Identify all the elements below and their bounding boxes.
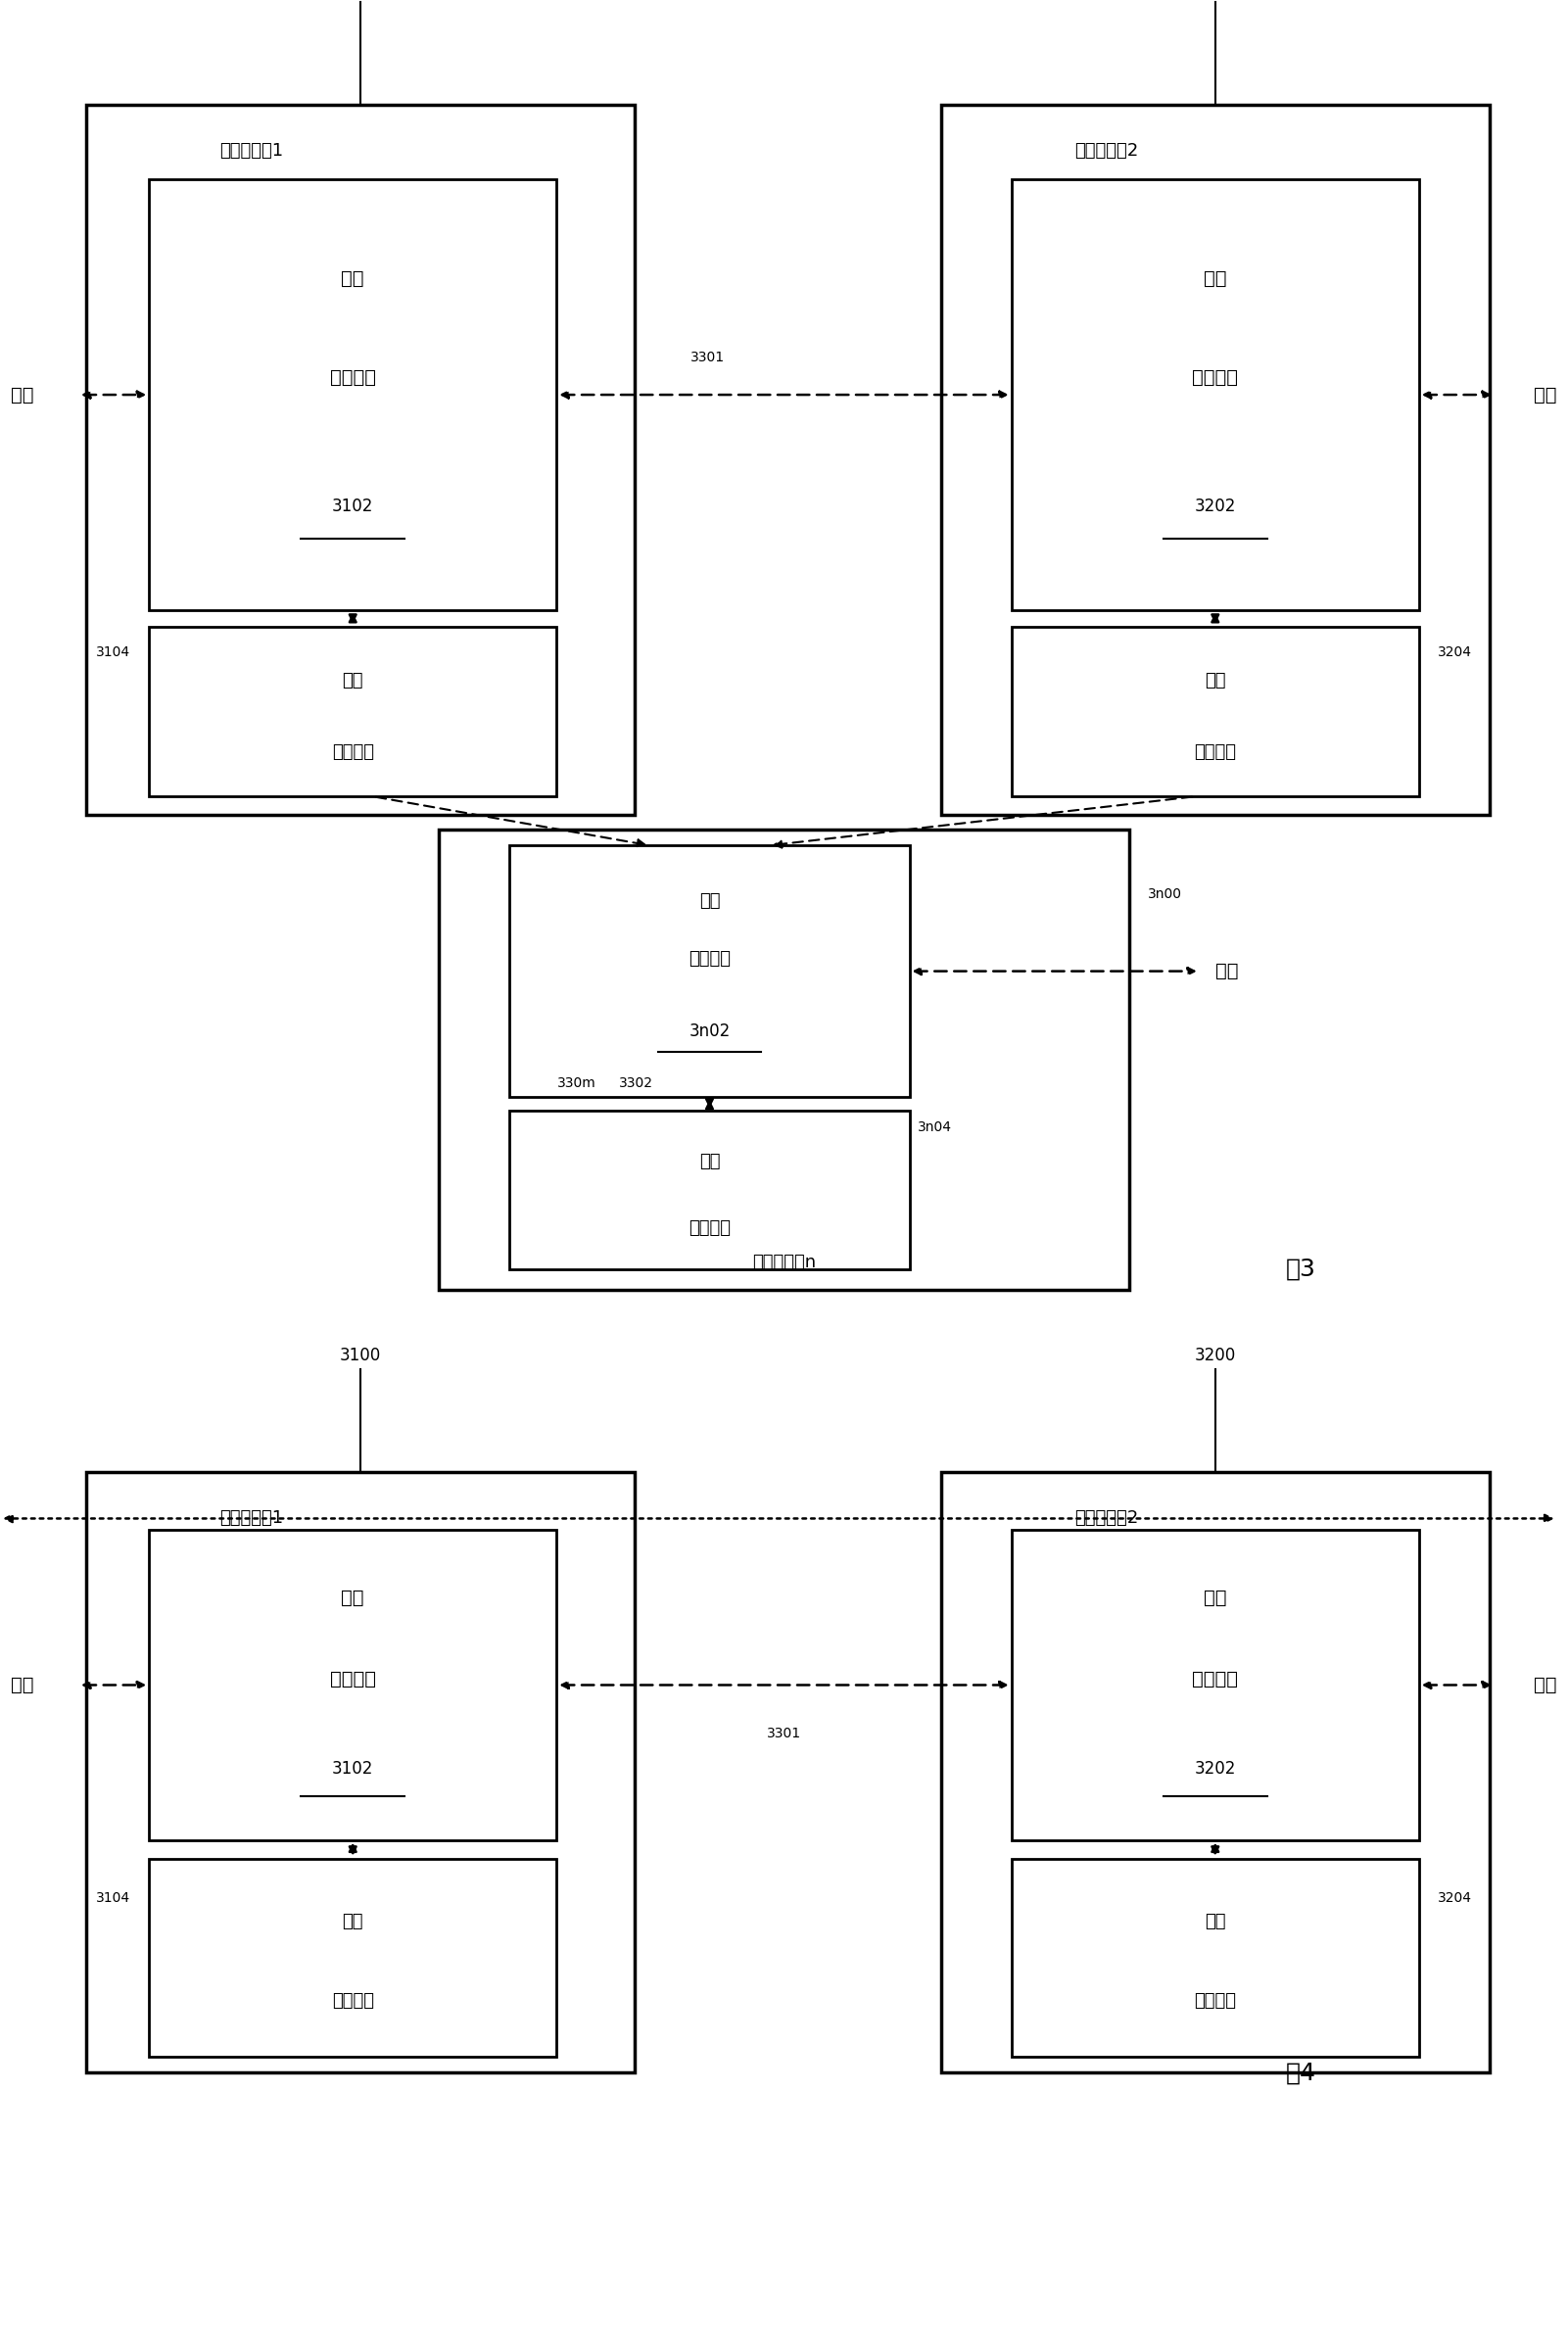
Text: 业务: 业务 — [1215, 962, 1239, 981]
Text: 业务接入板n: 业务接入板n — [753, 1253, 815, 1272]
Text: 低阶: 低阶 — [342, 673, 364, 689]
Bar — [439, 829, 1129, 1290]
Text: 交叉矩阵: 交叉矩阵 — [1192, 368, 1239, 387]
Text: 业务接入板2: 业务接入板2 — [1074, 1509, 1138, 1528]
Text: 3202: 3202 — [1195, 1761, 1236, 1777]
Text: 高阶: 高阶 — [1204, 1588, 1226, 1607]
Bar — [941, 105, 1490, 815]
Text: 3102: 3102 — [332, 498, 373, 515]
Text: 业务接入板1: 业务接入板1 — [220, 142, 284, 161]
Text: 业务: 业务 — [1534, 387, 1557, 403]
Bar — [149, 627, 557, 797]
Bar — [1011, 1859, 1419, 2057]
Text: 3301: 3301 — [767, 1728, 801, 1740]
Bar — [1011, 627, 1419, 797]
Text: 交叉矩阵: 交叉矩阵 — [332, 743, 373, 762]
Bar — [86, 105, 635, 815]
Text: 低阶: 低阶 — [1204, 673, 1226, 689]
Text: 3104: 3104 — [96, 1891, 130, 1905]
Text: 3104: 3104 — [96, 645, 130, 659]
Text: 交叉矩阵: 交叉矩阵 — [329, 1670, 376, 1689]
Text: 业务: 业务 — [11, 1677, 34, 1693]
Text: 图4: 图4 — [1286, 2061, 1316, 2084]
Text: 图3: 图3 — [1286, 1258, 1316, 1281]
Text: 3202: 3202 — [1195, 498, 1236, 515]
Bar — [86, 1472, 635, 2073]
Text: 3n00: 3n00 — [1148, 887, 1182, 901]
Text: 高阶: 高阶 — [342, 1588, 364, 1607]
Text: 低阶: 低阶 — [1204, 1912, 1226, 1931]
Text: 业务接入板2: 业务接入板2 — [1074, 142, 1138, 161]
Text: 3204: 3204 — [1438, 645, 1472, 659]
Text: 高阶: 高阶 — [342, 270, 364, 289]
Bar — [149, 1530, 557, 1840]
Bar — [1011, 1530, 1419, 1840]
Text: 交叉矩阵: 交叉矩阵 — [1192, 1670, 1239, 1689]
Text: 3n04: 3n04 — [917, 1120, 952, 1134]
Bar — [510, 845, 909, 1097]
Text: 交叉矩阵: 交叉矩阵 — [688, 1220, 731, 1237]
Text: 交叉矩阵: 交叉矩阵 — [332, 1991, 373, 2010]
Bar — [510, 1111, 909, 1269]
Bar — [149, 1859, 557, 2057]
Text: 3200: 3200 — [1195, 1346, 1236, 1365]
Text: 3n02: 3n02 — [688, 1022, 731, 1041]
Text: 3102: 3102 — [332, 1761, 373, 1777]
Text: 交叉矩阵: 交叉矩阵 — [1195, 1991, 1236, 2010]
Text: 交叉矩阵: 交叉矩阵 — [329, 368, 376, 387]
Text: 3302: 3302 — [619, 1076, 654, 1090]
Text: 业务: 业务 — [11, 387, 34, 403]
Text: 3204: 3204 — [1438, 1891, 1472, 1905]
Bar — [149, 179, 557, 610]
Text: 交叉矩阵: 交叉矩阵 — [688, 950, 731, 967]
Text: 低阶: 低阶 — [699, 1153, 720, 1171]
Text: 高阶: 高阶 — [1204, 270, 1226, 289]
Text: 低阶: 低阶 — [342, 1912, 364, 1931]
Text: 交叉矩阵: 交叉矩阵 — [1195, 743, 1236, 762]
Text: 高阶: 高阶 — [699, 892, 720, 911]
Bar — [941, 1472, 1490, 2073]
Bar — [1011, 179, 1419, 610]
Text: 330m: 330m — [557, 1076, 596, 1090]
Text: 业务: 业务 — [1534, 1677, 1557, 1693]
Text: 3301: 3301 — [690, 352, 724, 363]
Text: 3100: 3100 — [340, 1346, 381, 1365]
Text: 业务接入板1: 业务接入板1 — [220, 1509, 284, 1528]
